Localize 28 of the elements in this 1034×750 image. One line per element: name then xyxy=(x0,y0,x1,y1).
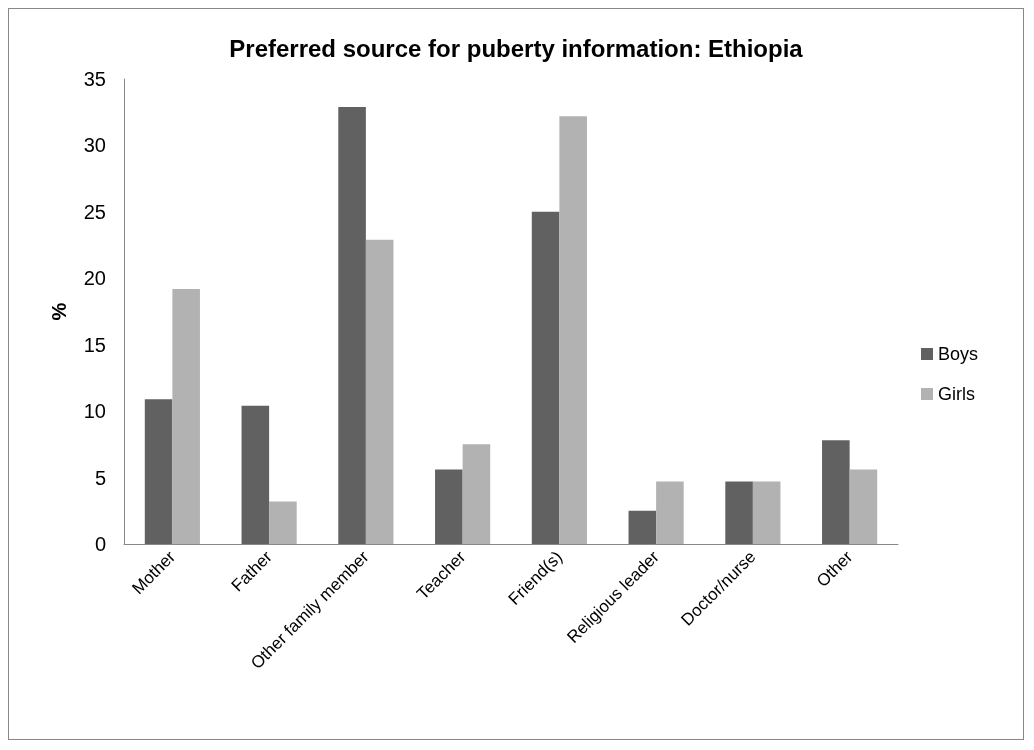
bar xyxy=(656,481,684,544)
y-tick-label: 0 xyxy=(94,533,106,555)
chart-title: Preferred source for puberty information: Ethiopia xyxy=(229,34,804,62)
bar xyxy=(752,481,781,544)
bar xyxy=(365,239,394,544)
bar xyxy=(172,288,200,544)
y-tick-label: 10 xyxy=(83,400,106,423)
bar xyxy=(462,444,491,544)
legend-label: Girls xyxy=(937,384,975,404)
bar xyxy=(531,211,560,544)
bar xyxy=(559,116,587,544)
bar xyxy=(241,405,270,544)
bar xyxy=(725,481,753,544)
bar xyxy=(822,440,850,544)
y-tick-label: 25 xyxy=(83,200,106,223)
bar xyxy=(269,501,297,544)
y-tick-label: 15 xyxy=(83,333,106,356)
y-tick-label: 20 xyxy=(83,267,106,290)
bar xyxy=(849,469,878,544)
bar xyxy=(628,510,657,544)
bar xyxy=(144,399,173,544)
bar xyxy=(435,469,463,544)
y-axis-title: % xyxy=(48,302,70,321)
legend-label: Boys xyxy=(937,344,979,364)
y-tick-label: 5 xyxy=(94,466,106,489)
bar xyxy=(338,106,366,544)
y-tick-label: 35 xyxy=(83,68,106,90)
y-tick-label: 30 xyxy=(83,134,106,157)
